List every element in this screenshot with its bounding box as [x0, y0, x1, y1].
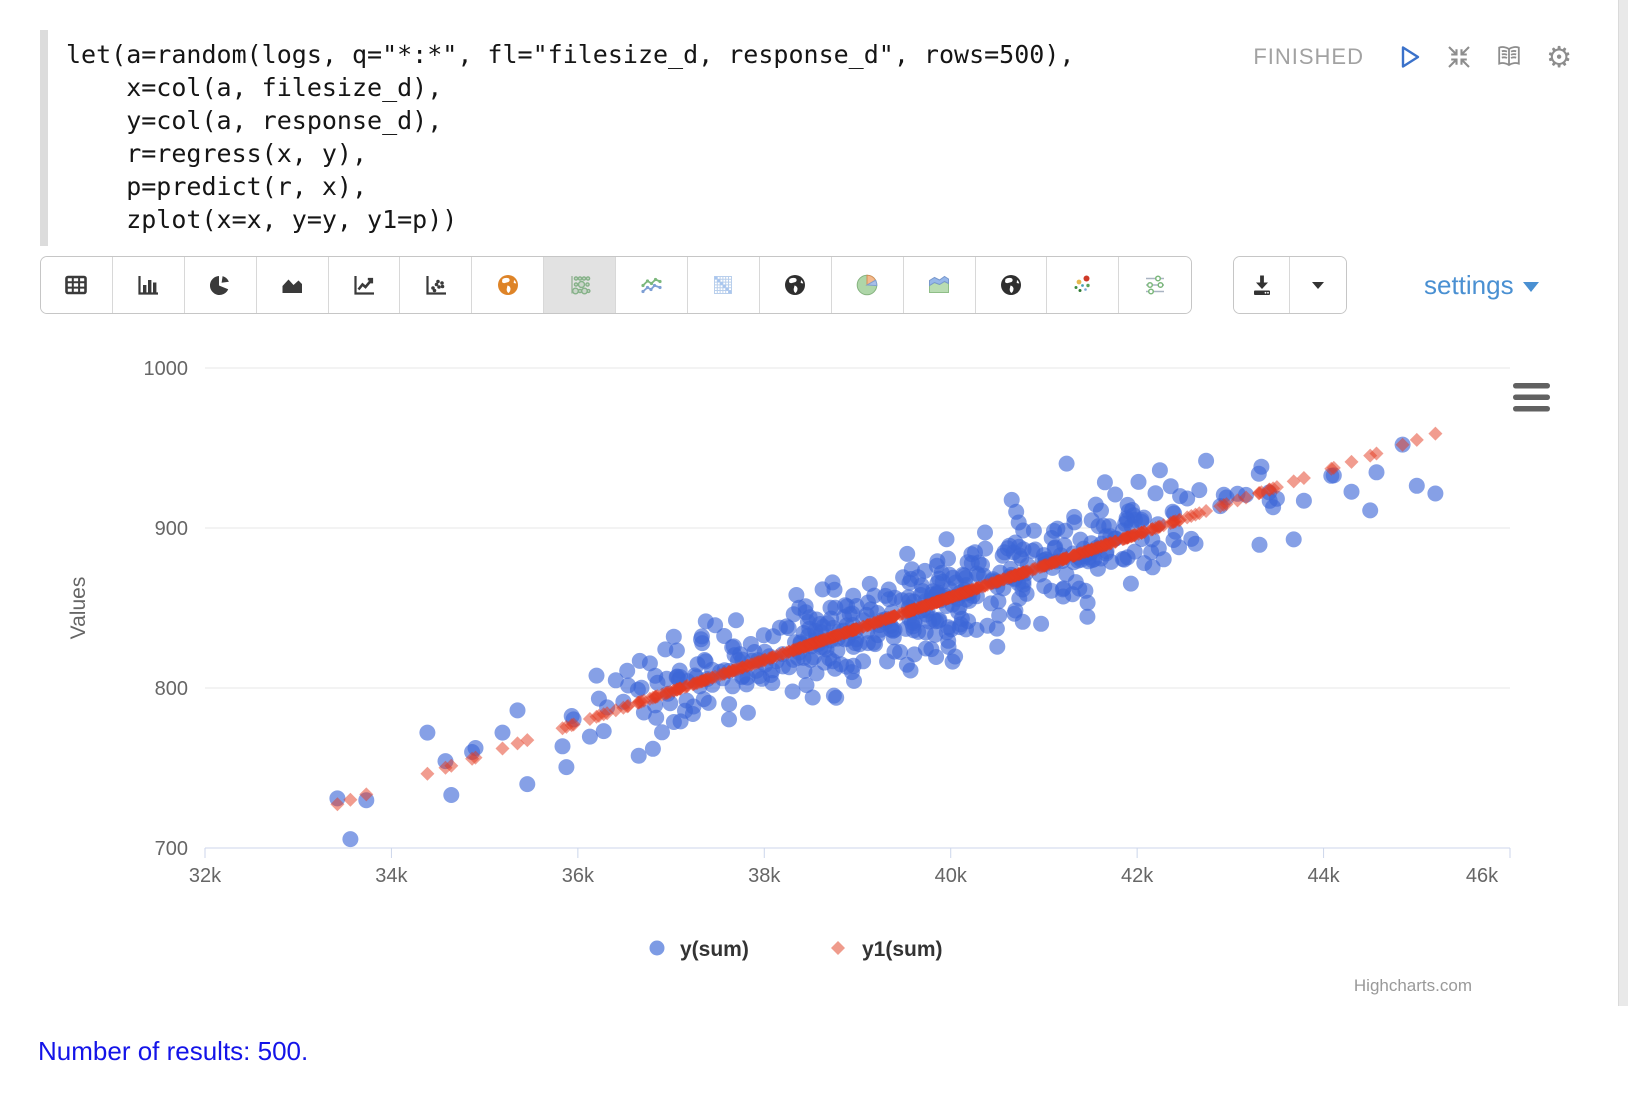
legend: y(sum) y1(sum) — [649, 938, 943, 961]
code-line: y=col(a, response_d), — [66, 106, 443, 135]
series-y1-sum — [330, 426, 1443, 812]
show-editor-button[interactable] — [1494, 42, 1524, 72]
pie-chart-icon — [210, 276, 230, 295]
download-options-button[interactable] — [1290, 257, 1346, 313]
globe-dark-button[interactable] — [759, 257, 832, 313]
area-chart-button[interactable] — [256, 257, 329, 313]
code-line: r=regress(x, y), — [66, 139, 368, 168]
legend-item-y1-sum[interactable]: y1(sum) — [831, 938, 943, 961]
multi-line-button[interactable] — [616, 257, 689, 313]
globe-orange-icon — [497, 275, 518, 295]
y-tick-label: 900 — [155, 518, 188, 540]
dot-plot-icon — [1146, 275, 1165, 295]
globe-dark-icon — [785, 275, 806, 295]
line-chart-icon — [354, 276, 374, 295]
collapse-button[interactable] — [1444, 42, 1474, 72]
pie-chart-button[interactable] — [184, 257, 257, 313]
visualization-toolbar: settings — [0, 256, 1630, 314]
globe-dark-2-icon — [1001, 275, 1022, 295]
download-icon — [1253, 275, 1270, 295]
code-line: p=predict(r, x), — [66, 172, 368, 201]
scrollbar[interactable] — [1618, 0, 1628, 1006]
code-line: x=col(a, filesize_d), — [66, 73, 443, 102]
code-line: zplot(x=x, y=y, y1=p)) — [66, 205, 458, 234]
area-colored-icon — [929, 275, 950, 293]
chevron-down-icon — [1522, 282, 1539, 292]
pie-colored-button[interactable] — [831, 257, 904, 313]
dot-plot-button[interactable] — [1119, 257, 1192, 313]
collapse-icon — [1448, 46, 1470, 68]
pie-colored-icon — [856, 274, 878, 296]
y-axis-title: Values — [67, 577, 90, 640]
globe-dark-2-button[interactable] — [975, 257, 1048, 313]
x-tick-label: 34k — [375, 865, 408, 887]
table-button[interactable] — [41, 257, 113, 313]
legend-marker-circle — [649, 940, 665, 956]
paragraph-control-icons: ⚙ — [1394, 42, 1574, 72]
multi-line-icon — [640, 277, 662, 294]
x-tick-label: 46k — [1466, 865, 1499, 887]
chevron-down-icon — [1312, 282, 1324, 289]
heatmap-button[interactable] — [688, 257, 760, 313]
bubble-matrix-button[interactable] — [544, 257, 617, 313]
bubbles-icon — [1074, 275, 1090, 292]
globe-orange-button[interactable] — [472, 257, 545, 313]
x-axis: 32k 34k 36k 38k 40k 42k 44k 46k — [189, 848, 1511, 887]
legend-marker-diamond — [831, 941, 845, 955]
bubbles-button[interactable] — [1047, 257, 1120, 313]
legend-label: y(sum) — [680, 938, 749, 961]
run-button[interactable] — [1394, 42, 1424, 72]
scatter-plot-icon — [426, 276, 446, 295]
download-button[interactable] — [1234, 257, 1290, 313]
x-tick-label: 40k — [935, 865, 968, 887]
chart-type-button-group — [40, 256, 1193, 314]
paragraph-code-editor[interactable]: let(a=random(logs, q="*:*", fl="filesize… — [40, 30, 1074, 246]
download-button-group — [1233, 256, 1347, 314]
gridlines: 700 800 900 1000 — [144, 358, 1510, 860]
settings-label: settings — [1424, 269, 1514, 300]
legend-item-y-sum[interactable]: y(sum) — [649, 938, 749, 961]
highcharts-credits-link[interactable]: Highcharts.com — [1354, 976, 1472, 995]
gear-icon: ⚙ — [1546, 40, 1572, 74]
y-tick-label: 1000 — [144, 358, 189, 380]
status-badge: FINISHED — [1253, 44, 1364, 69]
play-icon — [1401, 46, 1420, 68]
table-icon — [65, 275, 88, 295]
paragraph-settings-button[interactable]: ⚙ — [1544, 42, 1574, 72]
area-colored-button[interactable] — [903, 257, 976, 313]
chart-context-menu-button[interactable] — [1513, 383, 1550, 412]
scatter-plot-button[interactable] — [400, 257, 473, 313]
scatter-chart: 700 800 900 1000 32k 34k 36k 38k 40k 42k 44k 46k Val… — [67, 358, 1550, 995]
results-count-text: Number of results: 500. — [38, 1036, 309, 1066]
bar-chart-icon — [138, 276, 159, 295]
settings-toggle[interactable]: settings — [1424, 256, 1539, 314]
y-tick-label: 800 — [155, 678, 188, 700]
bubble-matrix-icon — [570, 276, 591, 295]
bar-chart-button[interactable] — [112, 257, 185, 313]
line-chart-button[interactable] — [328, 257, 401, 313]
x-tick-label: 38k — [748, 865, 781, 887]
x-tick-label: 32k — [189, 865, 222, 887]
legend-label: y1(sum) — [862, 938, 943, 961]
y-tick-label: 700 — [155, 838, 188, 860]
x-tick-label: 36k — [562, 865, 595, 887]
paragraph-controls: FINISHED ⚙ — [1253, 42, 1574, 72]
series-y-sum — [329, 436, 1444, 848]
code-line: let(a=random(logs, q="*:*", fl="filesize… — [66, 40, 1075, 69]
x-tick-label: 42k — [1121, 865, 1154, 887]
heatmap-icon — [714, 276, 733, 294]
area-chart-icon — [282, 279, 303, 293]
book-icon — [1498, 46, 1520, 67]
x-tick-label: 44k — [1307, 865, 1340, 887]
